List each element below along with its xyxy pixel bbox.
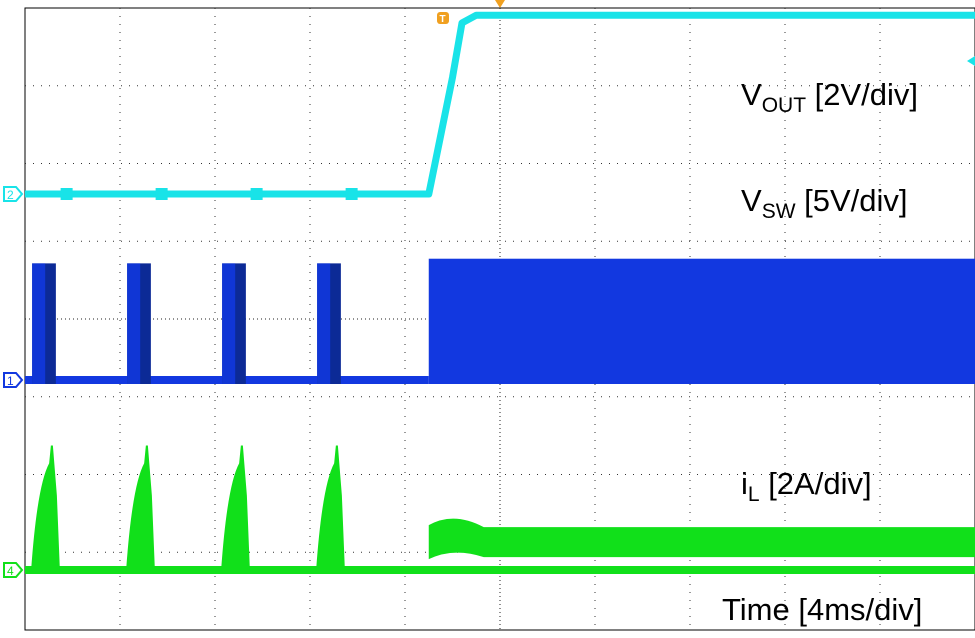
channel-markers: 2 1 4 T (3, 0, 975, 578)
il-pulse (316, 445, 345, 571)
vsw-burst-edge (32, 263, 46, 384)
il-baseline (25, 566, 975, 574)
trigger-level-marker (967, 56, 975, 66)
vout-ripple-mark (155, 188, 168, 200)
vout-trace (25, 11, 975, 198)
channel-marker-1: 1 (3, 372, 24, 388)
vout-ripple-mark (250, 188, 263, 200)
channel-marker-label: 2 (7, 188, 14, 202)
il-pulse (221, 445, 250, 571)
vsw-burst-edge (222, 263, 236, 384)
trigger-marker: T (437, 12, 449, 25)
traces (25, 11, 975, 574)
channel-marker-label: 1 (7, 374, 14, 388)
il-label: iL [2A/div] (741, 466, 872, 506)
trigger-position-marker (495, 0, 505, 8)
vout-ripple-mark (345, 188, 358, 200)
vsw-burst-edge (317, 263, 331, 384)
trigger-marker-label: T (440, 14, 446, 25)
il-steady (428, 518, 975, 570)
vsw-continuous (428, 258, 975, 384)
vout-ripple-mark (60, 188, 73, 200)
il-pulse (126, 445, 155, 571)
channel-marker-2: 2 (3, 186, 24, 202)
channel-marker-label: 4 (7, 564, 14, 578)
channel-marker-4: 4 (3, 562, 24, 578)
vsw-burst-edge (127, 263, 141, 384)
x-axis-label: Time [4ms/div] (722, 592, 923, 627)
vout-label: VOUT [2V/div] (741, 77, 919, 117)
il-pulse (31, 445, 60, 571)
vsw-label: VSW [5V/div] (741, 183, 908, 223)
